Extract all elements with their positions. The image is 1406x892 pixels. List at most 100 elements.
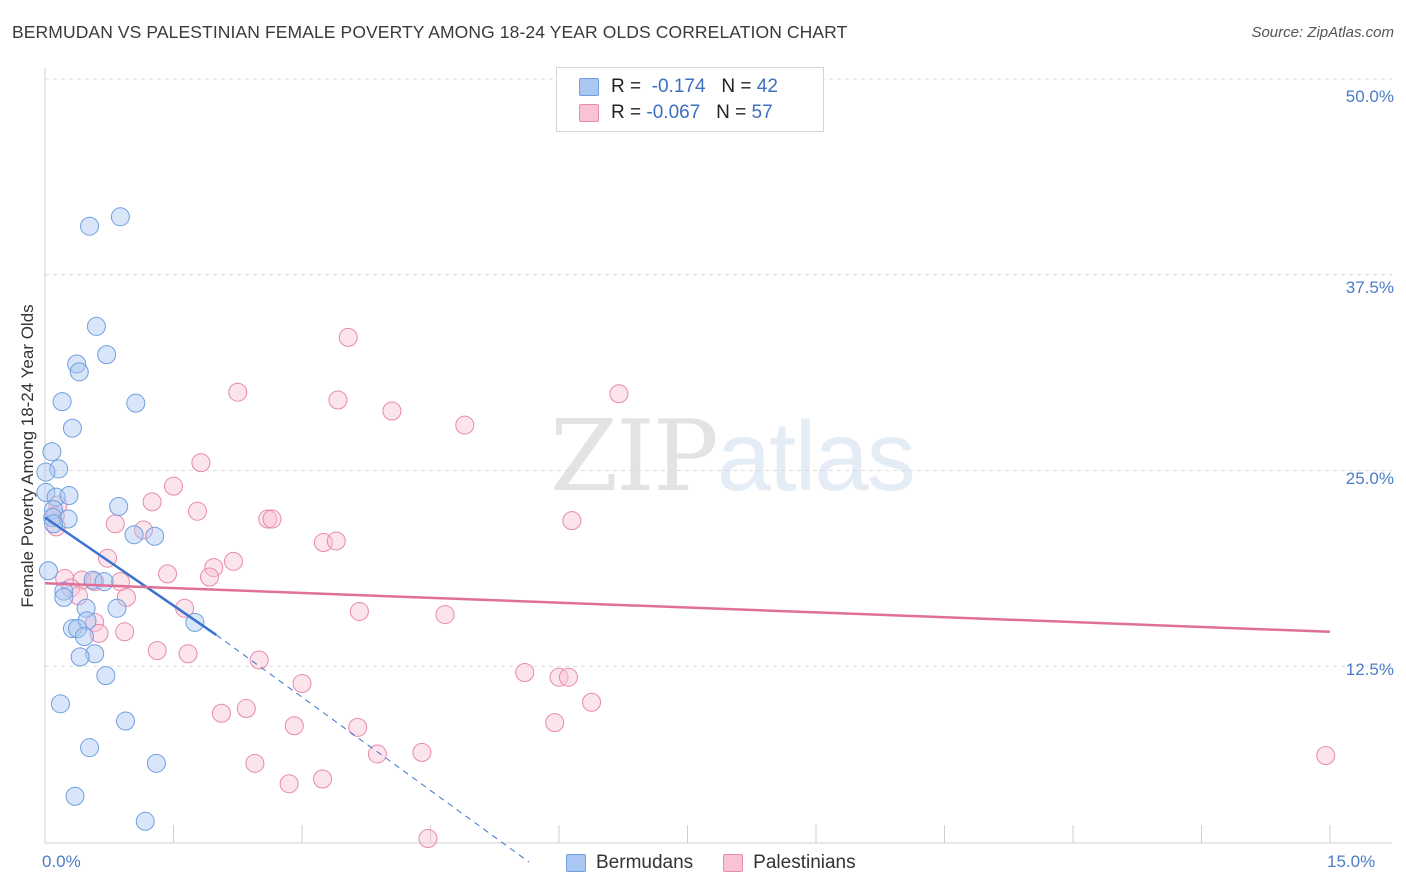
palestinians-point bbox=[382, 401, 402, 421]
y-tick-label: 12.5% bbox=[1345, 660, 1394, 679]
palestinians-points bbox=[45, 94, 1336, 849]
palestinians-point bbox=[349, 601, 369, 621]
palestinians-point bbox=[89, 623, 109, 643]
palestinians-point bbox=[292, 673, 312, 693]
palestinians-legend-swatch bbox=[723, 854, 744, 872]
bermudans-point bbox=[107, 598, 127, 618]
palestinians-point bbox=[412, 742, 432, 762]
palestinians-point bbox=[338, 327, 358, 347]
legend-row-bermudans: R = -0.174 N = 42 bbox=[579, 75, 778, 99]
n-value: 57 bbox=[751, 102, 773, 123]
bermudans-point bbox=[94, 572, 114, 592]
n-label: N = bbox=[721, 76, 752, 97]
bermudans-point bbox=[74, 626, 94, 646]
bermudans-point bbox=[65, 786, 85, 806]
bermudans-point bbox=[85, 644, 105, 664]
trend-lines bbox=[44, 516, 1331, 863]
bermudans-point bbox=[135, 811, 155, 831]
bermudans-point bbox=[44, 500, 64, 520]
bermudans-point bbox=[67, 354, 87, 374]
palestinians-point bbox=[249, 650, 269, 670]
palestinians-point bbox=[418, 829, 438, 849]
palestinians-point bbox=[164, 476, 183, 496]
palestinians-point bbox=[515, 663, 535, 683]
source-label: Source: ZipAtlas.com bbox=[1251, 24, 1394, 41]
palestinians-point bbox=[328, 390, 348, 410]
chart-title: BERMUDAN VS PALESTINIAN FEMALE POVERTY A… bbox=[12, 22, 848, 42]
bermudans-points bbox=[36, 207, 205, 831]
watermark-zip: ZIP bbox=[550, 400, 719, 514]
bermudans-legend-swatch bbox=[566, 854, 586, 872]
palestinians-point bbox=[558, 667, 578, 687]
bermudans-point bbox=[62, 418, 82, 438]
bermudans-point bbox=[58, 509, 78, 529]
bermudans-point bbox=[38, 561, 58, 581]
y-tick-label: 25.0% bbox=[1345, 469, 1394, 488]
bermudans-point bbox=[146, 753, 166, 773]
palestinians-point bbox=[455, 415, 475, 435]
palestinians-point bbox=[245, 753, 265, 773]
palestinians-point bbox=[582, 692, 602, 712]
palestinians-point bbox=[326, 531, 346, 551]
bermudans-point bbox=[36, 482, 56, 502]
palestinians-point bbox=[115, 622, 135, 642]
bermudans-point bbox=[62, 619, 82, 639]
palestinians-point bbox=[187, 501, 207, 521]
bermudans-point bbox=[52, 392, 72, 412]
bermudans-point bbox=[59, 486, 79, 506]
bermudans-point bbox=[126, 393, 146, 413]
palestinians-point bbox=[147, 641, 167, 661]
palestinians-point bbox=[158, 564, 178, 584]
palestinians-point bbox=[85, 612, 105, 632]
palestinians-swatch bbox=[579, 104, 599, 122]
y-axis-label: Female Poverty Among 18-24 Year Olds bbox=[18, 304, 37, 608]
palestinians-point bbox=[262, 509, 282, 529]
legend-row-palestinians: R = -0.067 N = 57 bbox=[579, 101, 773, 125]
bermudans-point bbox=[42, 442, 62, 462]
palestinians-point bbox=[348, 717, 368, 737]
bermudans-point bbox=[80, 216, 100, 236]
bermudans-point bbox=[54, 581, 74, 601]
r-value: -0.067 bbox=[646, 102, 701, 123]
palestinians-point bbox=[211, 703, 231, 723]
bermudans-swatch bbox=[579, 78, 599, 96]
legend-item-bermudans: Bermudans bbox=[566, 852, 693, 874]
bermudans-point bbox=[36, 462, 56, 482]
palestinians-point bbox=[223, 551, 243, 571]
palestinians-point bbox=[142, 492, 162, 512]
palestinians-point bbox=[199, 567, 219, 587]
palestinians-point bbox=[134, 520, 154, 540]
series-legend: Bermudans Palestinians bbox=[566, 852, 886, 874]
bermudans-point bbox=[69, 362, 89, 382]
bermudans-point bbox=[109, 497, 129, 517]
legend-item-palestinians: Palestinians bbox=[723, 852, 856, 874]
palestinians-point bbox=[562, 511, 582, 531]
axes bbox=[44, 68, 1392, 844]
legend-label-palestinians: Palestinians bbox=[753, 852, 856, 873]
bermudans-point bbox=[43, 507, 63, 527]
bermudans-point bbox=[145, 526, 165, 546]
bermudans-point bbox=[116, 711, 136, 731]
palestinians-point bbox=[258, 509, 278, 529]
legend-label-bermudans: Bermudans bbox=[596, 852, 694, 873]
bermudans-point bbox=[68, 619, 88, 639]
bermudans-point bbox=[54, 587, 74, 607]
palestinians-point bbox=[236, 699, 256, 719]
palestinians-point bbox=[228, 382, 248, 402]
palestinians-point bbox=[313, 769, 333, 789]
palestinians-point bbox=[204, 558, 224, 578]
bermudans-point bbox=[50, 694, 70, 714]
palestinians-point bbox=[367, 744, 387, 764]
bermudans-point bbox=[97, 345, 117, 365]
x-tick-label-min: 0.0% bbox=[42, 852, 81, 871]
bermudans-trend-line bbox=[44, 516, 218, 636]
palestinians-point bbox=[284, 716, 304, 736]
palestinians-point bbox=[105, 514, 125, 534]
palestinians-point bbox=[545, 713, 565, 733]
palestinians-point bbox=[191, 453, 211, 473]
palestinians-point bbox=[178, 644, 198, 664]
bermudans-point bbox=[70, 647, 90, 667]
palestinians-point bbox=[609, 384, 629, 404]
palestinians-point bbox=[435, 605, 455, 625]
